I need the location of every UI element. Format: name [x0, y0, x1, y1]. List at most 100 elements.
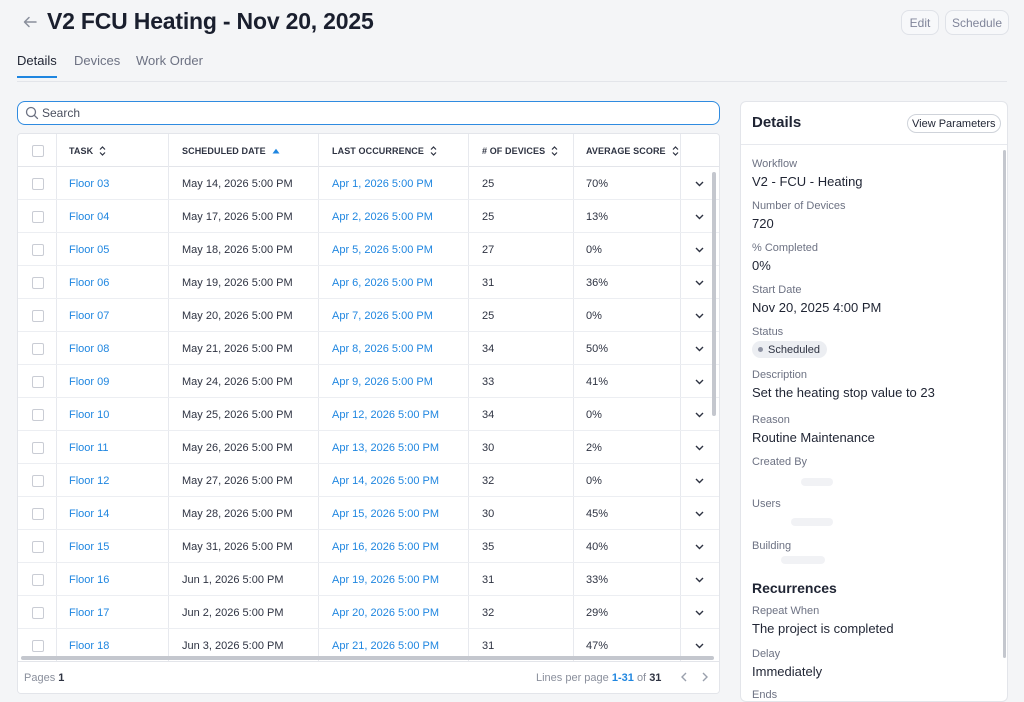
chevron-down-icon[interactable] — [695, 299, 704, 332]
last-occurrence-link[interactable]: Apr 2, 2026 5:00 PM — [332, 210, 433, 223]
search-input[interactable] — [42, 104, 702, 122]
last-occurrence-link[interactable]: Apr 20, 2026 5:00 PM — [332, 606, 440, 619]
row-checkbox[interactable] — [32, 639, 44, 652]
table-row[interactable]: Floor 10 May 25, 2026 5:00 PM Apr 12, 2026… — [18, 398, 719, 431]
row-checkbox[interactable] — [32, 573, 44, 586]
chevron-down-icon[interactable] — [695, 530, 704, 563]
last-occurrence-link[interactable]: Apr 9, 2026 5:00 PM — [332, 375, 433, 388]
chevron-down-icon[interactable] — [695, 497, 704, 530]
table-row[interactable]: Floor 17 Jun 2, 2026 5:00 PM Apr 20, 2026 … — [18, 596, 719, 629]
last-occurrence-link[interactable]: Apr 21, 2026 5:00 PM — [332, 639, 440, 652]
task-link[interactable]: Floor 03 — [69, 177, 110, 190]
row-checkbox[interactable] — [32, 342, 44, 355]
row-checkbox[interactable] — [32, 375, 44, 388]
average-score-cell: 0% — [586, 243, 602, 256]
table-row[interactable]: Floor 03 May 14, 2026 5:00 PM Apr 1, 2026 … — [18, 167, 719, 200]
task-link[interactable]: Floor 06 — [69, 276, 110, 289]
task-link[interactable]: Floor 17 — [69, 606, 110, 619]
chevron-down-icon[interactable] — [695, 332, 704, 365]
select-all-checkbox[interactable] — [32, 144, 44, 157]
description-label: Description — [752, 369, 808, 381]
chevron-down-icon[interactable] — [695, 398, 704, 431]
table-row[interactable]: Floor 08 May 21, 2026 5:00 PM Apr 8, 2026 … — [18, 332, 719, 365]
devices-count-cell: 34 — [482, 408, 495, 421]
row-checkbox[interactable] — [32, 276, 44, 289]
table-row[interactable]: Floor 15 May 31, 2026 5:00 PM Apr 16, 2026… — [18, 530, 719, 563]
row-checkbox[interactable] — [32, 243, 44, 256]
row-checkbox[interactable] — [32, 210, 44, 223]
task-link[interactable]: Floor 14 — [69, 507, 110, 520]
table-row[interactable]: Floor 12 May 27, 2026 5:00 PM Apr 14, 2026… — [18, 464, 719, 497]
column-header-average-score[interactable]: AVERAGE SCORE — [586, 134, 679, 167]
task-link[interactable]: Floor 11 — [69, 441, 109, 454]
last-occurrence-link[interactable]: Apr 15, 2026 5:00 PM — [332, 507, 440, 520]
last-occurrence-link[interactable]: Apr 14, 2026 5:00 PM — [332, 474, 440, 487]
row-checkbox[interactable] — [32, 441, 44, 454]
column-header-last-occurrence[interactable]: LAST OCCURRENCE — [332, 134, 437, 167]
chevron-right-icon[interactable] — [701, 670, 709, 685]
chevron-down-icon[interactable] — [695, 464, 704, 497]
row-checkbox[interactable] — [32, 606, 44, 619]
details-scrollbar[interactable] — [1003, 150, 1006, 658]
last-occurrence-link[interactable]: Apr 6, 2026 5:00 PM — [332, 276, 433, 289]
last-occurrence-link[interactable]: Apr 5, 2026 5:00 PM — [332, 243, 433, 256]
view-parameters-button[interactable]: View Parameters — [907, 114, 1001, 133]
row-checkbox[interactable] — [32, 474, 44, 487]
back-arrow-icon[interactable] — [20, 12, 40, 32]
chevron-down-icon[interactable] — [695, 596, 704, 629]
last-occurrence-link[interactable]: Apr 7, 2026 5:00 PM — [332, 309, 433, 322]
tab-devices[interactable]: Devices — [74, 53, 121, 68]
last-occurrence-link[interactable]: Apr 8, 2026 5:00 PM — [332, 342, 433, 355]
row-checkbox[interactable] — [32, 507, 44, 520]
task-link[interactable]: Floor 07 — [69, 309, 110, 322]
last-occurrence-link[interactable]: Apr 13, 2026 5:00 PM — [332, 441, 440, 454]
row-checkbox[interactable] — [32, 408, 44, 421]
scheduled-date-cell: May 31, 2026 5:00 PM — [182, 540, 293, 553]
column-header-devices[interactable]: # OF DEVICES — [482, 134, 558, 167]
chevron-down-icon[interactable] — [695, 563, 704, 596]
last-occurrence-link[interactable]: Apr 1, 2026 5:00 PM — [332, 177, 433, 190]
table-row[interactable]: Floor 16 Jun 1, 2026 5:00 PM Apr 19, 2026 … — [18, 563, 719, 596]
column-header-scheduled-date[interactable]: SCHEDULED DATE — [182, 134, 280, 167]
chevron-down-icon[interactable] — [695, 629, 704, 661]
vertical-scrollbar[interactable] — [712, 172, 716, 416]
chevron-down-icon[interactable] — [695, 365, 704, 398]
row-checkbox[interactable] — [32, 309, 44, 322]
table-row[interactable]: Floor 18 Jun 3, 2026 5:00 PM Apr 21, 2026 … — [18, 629, 719, 661]
chevron-left-icon[interactable] — [680, 670, 688, 685]
last-occurrence-link[interactable]: Apr 12, 2026 5:00 PM — [332, 408, 440, 421]
chevron-down-icon[interactable] — [695, 233, 704, 266]
table-row[interactable]: Floor 09 May 24, 2026 5:00 PM Apr 9, 2026 … — [18, 365, 719, 398]
schedule-button[interactable]: Schedule — [945, 10, 1009, 35]
horizontal-scrollbar[interactable] — [21, 656, 714, 660]
chevron-down-icon[interactable] — [695, 167, 704, 200]
row-checkbox[interactable] — [32, 540, 44, 553]
tab-details[interactable]: Details — [17, 53, 57, 78]
column-header-task[interactable]: TASK — [69, 134, 106, 167]
table-row[interactable]: Floor 06 May 19, 2026 5:00 PM Apr 6, 2026 … — [18, 266, 719, 299]
table-row[interactable]: Floor 05 May 18, 2026 5:00 PM Apr 5, 2026 … — [18, 233, 719, 266]
table-row[interactable]: Floor 14 May 28, 2026 5:00 PM Apr 15, 2026… — [18, 497, 719, 530]
task-link[interactable]: Floor 15 — [69, 540, 110, 553]
last-occurrence-link[interactable]: Apr 16, 2026 5:00 PM — [332, 540, 440, 553]
details-title: Details — [752, 114, 802, 131]
tab-work-order[interactable]: Work Order — [136, 53, 203, 68]
task-link[interactable]: Floor 05 — [69, 243, 110, 256]
task-link[interactable]: Floor 09 — [69, 375, 110, 388]
task-link[interactable]: Floor 08 — [69, 342, 110, 355]
task-link[interactable]: Floor 04 — [69, 210, 110, 223]
last-occurrence-link[interactable]: Apr 19, 2026 5:00 PM — [332, 573, 440, 586]
task-link[interactable]: Floor 16 — [69, 573, 110, 586]
task-link[interactable]: Floor 10 — [69, 408, 110, 421]
chevron-down-icon[interactable] — [695, 431, 704, 464]
task-link[interactable]: Floor 18 — [69, 639, 110, 652]
edit-button[interactable]: Edit — [901, 10, 939, 35]
description-value: Set the heating stop value to 23 — [752, 385, 935, 400]
table-row[interactable]: Floor 11 May 26, 2026 5:00 PM Apr 13, 2026… — [18, 431, 719, 464]
table-row[interactable]: Floor 07 May 20, 2026 5:00 PM Apr 7, 2026 … — [18, 299, 719, 332]
task-link[interactable]: Floor 12 — [69, 474, 110, 487]
chevron-down-icon[interactable] — [695, 200, 704, 233]
row-checkbox[interactable] — [32, 177, 44, 190]
chevron-down-icon[interactable] — [695, 266, 704, 299]
table-row[interactable]: Floor 04 May 17, 2026 5:00 PM Apr 2, 2026 … — [18, 200, 719, 233]
